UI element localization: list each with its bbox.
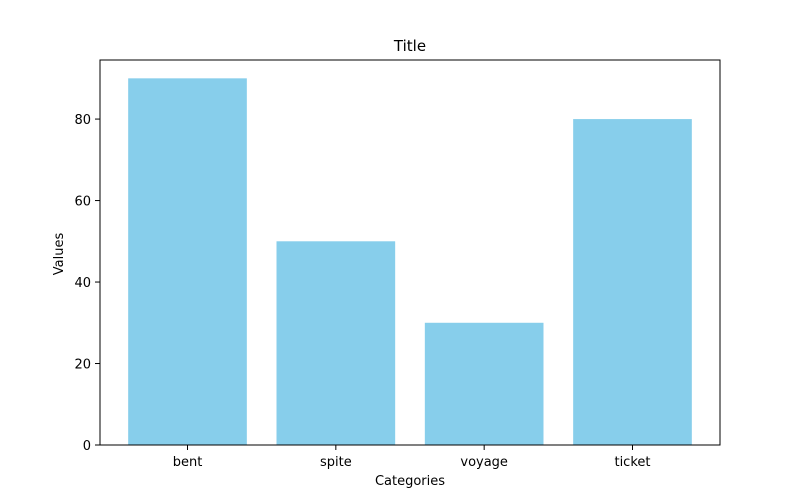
bar-voyage: [424, 322, 544, 445]
y-tick-label: 0: [83, 439, 91, 454]
y-tick-label: 80: [74, 113, 91, 128]
x-tick-label: bent: [173, 455, 203, 470]
bars-group: [128, 78, 692, 446]
y-axis-ticks: 0 20 40 60 80: [74, 113, 100, 454]
bar-spite: [276, 241, 396, 445]
x-axis-ticks: bent spite voyage ticket: [173, 445, 651, 470]
x-axis-label: Categories: [375, 474, 445, 489]
y-tick-label: 40: [74, 276, 91, 291]
x-tick-label: spite: [320, 455, 352, 470]
y-tick-label: 60: [74, 195, 91, 210]
x-tick-label: voyage: [460, 455, 508, 470]
plot-frame: [99, 59, 721, 446]
x-tick-label: ticket: [614, 455, 650, 470]
y-tick-label: 20: [74, 358, 91, 373]
chart-title: Title: [393, 37, 426, 55]
bar-ticket: [573, 119, 692, 446]
bar-bent: [128, 78, 247, 445]
y-axis-label: Values: [52, 233, 67, 276]
